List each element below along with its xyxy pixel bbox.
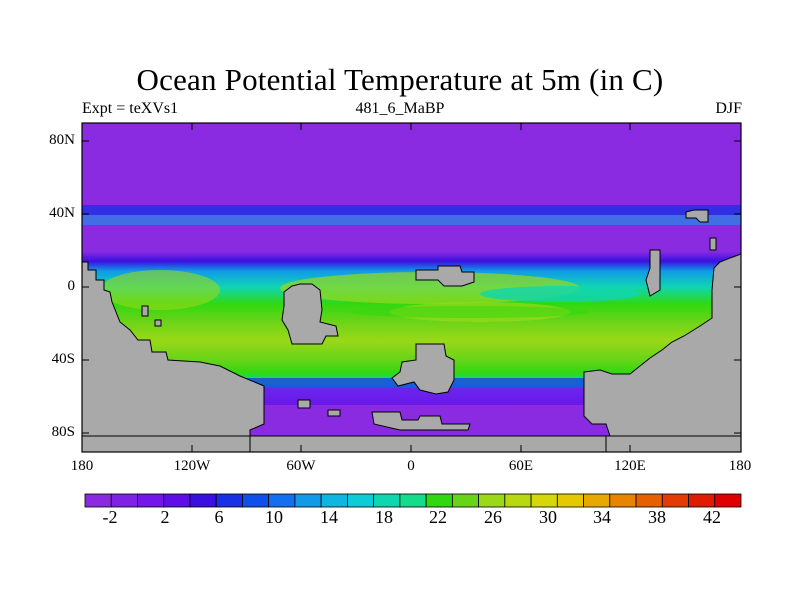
colorbar-swatch [399, 493, 427, 508]
lat-label-40s: 40S [51, 351, 75, 367]
land-south-strip-east [605, 435, 742, 453]
lon-label-120e: 120E [614, 458, 646, 474]
lat-label-80n: 80N [49, 132, 75, 148]
colorbar-swatch [451, 493, 479, 508]
land-west-island-b [154, 319, 162, 327]
lon-label-0: 0 [407, 458, 415, 474]
colorbar-swatch [242, 493, 270, 508]
colorbar-swatch [478, 493, 506, 508]
colorbar-label: 14 [320, 507, 338, 527]
colorbar-swatch [661, 493, 689, 508]
plot-title: Ocean Potential Temperature at 5m (in C) [136, 62, 664, 97]
lon-label-60w: 60W [286, 458, 316, 474]
colorbar-swatch [268, 493, 296, 508]
colorbar-swatch [583, 493, 611, 508]
land-east-island-b [685, 209, 709, 223]
land-west-island-a [141, 305, 149, 317]
colorbar-label: -2 [102, 507, 118, 527]
colorbar-swatch [688, 493, 716, 508]
experiment-label: Expt = teXVs1 [82, 100, 179, 117]
season-label: DJF [715, 100, 742, 117]
lon-label-60e: 60E [508, 458, 534, 474]
land-masses [81, 209, 742, 453]
colorbar-swatch [137, 493, 165, 508]
land-east-continent [583, 253, 742, 437]
colorbar-label: 42 [703, 507, 721, 527]
land-south-america [281, 283, 339, 345]
lon-label-120w: 120W [173, 458, 211, 474]
period-label: 481_6_MaBP [355, 100, 445, 117]
colorbar-swatch [609, 493, 637, 508]
land-east-island-c [709, 237, 717, 251]
land-south-strip-west [81, 435, 253, 453]
colorbar-label: 2 [160, 507, 170, 527]
colorbar-swatch [294, 493, 322, 508]
colorbar-label: 30 [539, 507, 557, 527]
colorbar-swatch [556, 493, 584, 508]
colorbar-label: 34 [593, 507, 611, 527]
axis-ticks [82, 123, 741, 452]
lat-label-80s: 80S [51, 424, 75, 440]
colorbar-swatch [189, 493, 217, 508]
colorbar-swatch [110, 493, 138, 508]
lat-label-40n: 40N [49, 205, 75, 221]
colorbar-swatch [635, 493, 663, 508]
colorbar-swatch [425, 493, 453, 508]
colorbar-label: 38 [648, 507, 666, 527]
colorbar-label: 22 [429, 507, 447, 527]
colorbar-swatch [84, 493, 112, 508]
colorbar-label: 6 [214, 507, 224, 527]
land-south-island-c [371, 411, 471, 431]
land-africa-small [415, 265, 475, 287]
land-south-island-a [297, 399, 311, 409]
colorbar-label: 18 [375, 507, 393, 527]
colorbar-label: 10 [265, 507, 283, 527]
colorbar-swatch [373, 493, 401, 508]
lon-label-180w: 180 [70, 458, 94, 474]
colorbar [84, 493, 742, 508]
colorbar-label: 26 [484, 507, 502, 527]
colorbar-swatch [504, 493, 532, 508]
land-west-continent [81, 261, 265, 437]
colorbar-swatch [163, 493, 191, 508]
land-east-island-a [645, 249, 661, 297]
colorbar-swatch [530, 493, 558, 508]
land-south-strip-middle [249, 435, 607, 453]
lat-label-0: 0 [67, 278, 76, 294]
land-south-island-b [327, 409, 341, 417]
colorbar-swatch [320, 493, 348, 508]
colorbar-swatch [346, 493, 375, 508]
lon-label-180e: 180 [728, 458, 752, 474]
land-central-block [391, 343, 455, 395]
colorbar-swatch [215, 493, 243, 508]
colorbar-swatch [714, 493, 742, 508]
